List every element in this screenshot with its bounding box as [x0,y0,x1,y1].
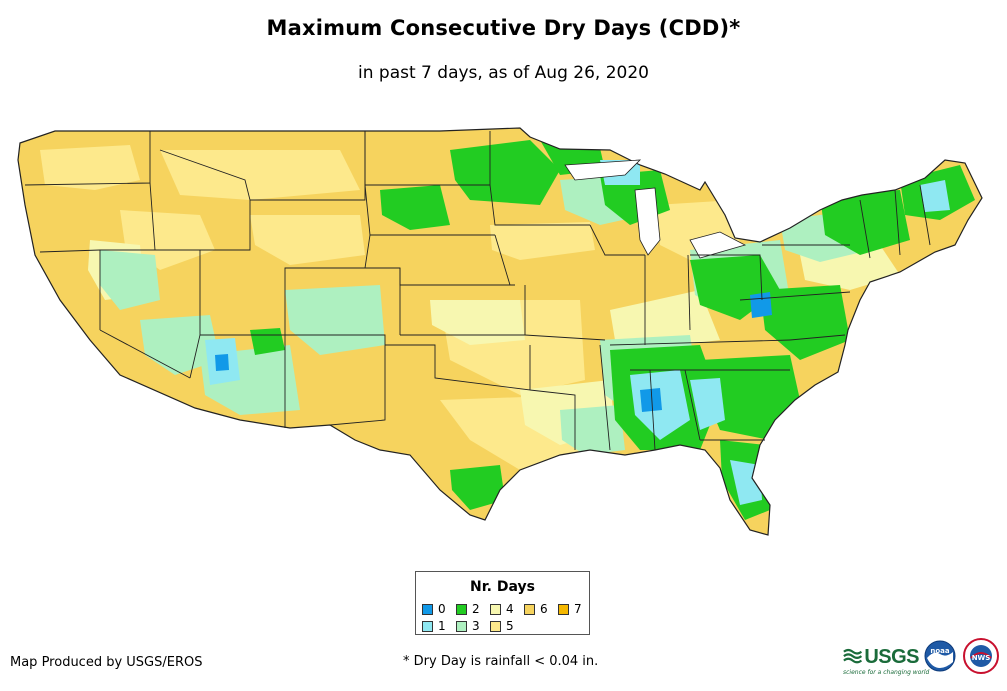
legend-label: 1 [438,619,446,633]
legend-item: 3 [456,619,480,633]
region-0-days [640,388,662,412]
state-border [364,234,400,269]
region-0-days [750,292,772,318]
legend-label: 3 [472,619,480,633]
legend-item: 5 [490,619,514,633]
region-4-days [430,300,525,345]
legend-swatch [456,620,467,632]
legend-swatch [490,620,501,632]
region-5-days [40,145,140,190]
region-4-days [610,290,720,350]
state-border [919,184,931,246]
region-2-days [450,140,560,205]
state-border [739,291,851,301]
noaa-logo: noaa [924,640,956,672]
usgs-logo: USGS [843,643,919,671]
country-outline [17,127,983,536]
legend-label: 6 [540,602,548,616]
lake-superior [564,159,642,181]
state-border [690,254,763,301]
region-5-days [490,222,595,260]
legend-label: 7 [574,602,582,616]
state-border [789,334,846,341]
legend-title: Nr. Days [470,579,535,595]
usgs-wave-icon [843,648,863,664]
state-border [200,267,401,336]
legend-label: 4 [506,602,514,616]
region-2-days [450,465,505,510]
legend-swatch [456,603,467,615]
state-border [99,182,156,330]
region-1-day [690,378,725,430]
legend-label: 0 [438,602,446,616]
legend-item: 6 [524,602,548,616]
map-credit: Map Produced by USGS/EROS [10,655,203,670]
state-border [494,234,511,286]
legend-swatch [422,603,433,615]
region-5-days [160,150,360,200]
state-border [385,344,531,391]
state-border [894,189,901,256]
legend-item: 4 [490,602,514,616]
nws-arc-icon [970,652,992,659]
legend-swatch [558,603,569,615]
legend-label: 2 [472,602,480,616]
legend: Nr. Days 0 1 2 3 4 5 6 [415,571,590,635]
state-border [285,334,386,426]
state-border [687,254,691,331]
state-border [364,131,491,186]
state-border [609,339,791,346]
state-border [399,268,515,286]
noaa-logo-text: noaa [930,647,950,655]
state-border [599,344,611,451]
legend-item: 2 [456,602,480,616]
state-border [859,199,871,259]
state-border [99,329,191,379]
region-2-days [700,355,800,440]
state-border [159,149,251,201]
region-5-days [250,215,365,265]
dry-days-field [18,128,982,535]
lake-michigan [634,187,661,256]
region-3-days [285,285,385,355]
state-border [524,334,606,341]
us-dry-days-map [17,127,983,536]
state-borders [24,131,931,451]
noaa-bird-icon [927,652,953,668]
region-3-days [100,250,160,310]
region-2-days [380,185,450,230]
region-1-day [920,180,950,212]
region-2-days [820,190,910,255]
legend-items: 0 1 2 3 4 5 6 7 [422,602,587,634]
state-border [529,389,576,450]
state-border [589,224,645,256]
legend-item: 7 [558,602,582,616]
state-border [39,249,101,253]
region-2-days [760,285,850,360]
map-subtitle: in past 7 days, as of Aug 26, 2020 [358,63,649,83]
legend-label: 5 [506,619,514,633]
map-title: Maximum Consecutive Dry Days (CDD)* [266,16,741,40]
state-border [649,369,656,451]
legend-swatch [490,603,501,615]
legend-item: 1 [422,619,446,633]
lake-erie [689,231,747,259]
usgs-logo-text: USGS [864,645,919,668]
nws-logo-text: NWS [972,654,991,662]
usgs-tagline: science for a changing world [843,669,930,676]
region-0-days [215,354,229,371]
region-3-days [560,405,625,455]
nws-logo: NWS [963,638,999,674]
dry-day-footnote: * Dry Day is rainfall < 0.04 in. [403,654,599,669]
state-border [155,249,201,379]
legend-item: 0 [422,602,446,616]
legend-swatch [422,620,433,632]
state-border [684,369,701,441]
legend-swatch [524,603,535,615]
state-border [489,184,590,226]
